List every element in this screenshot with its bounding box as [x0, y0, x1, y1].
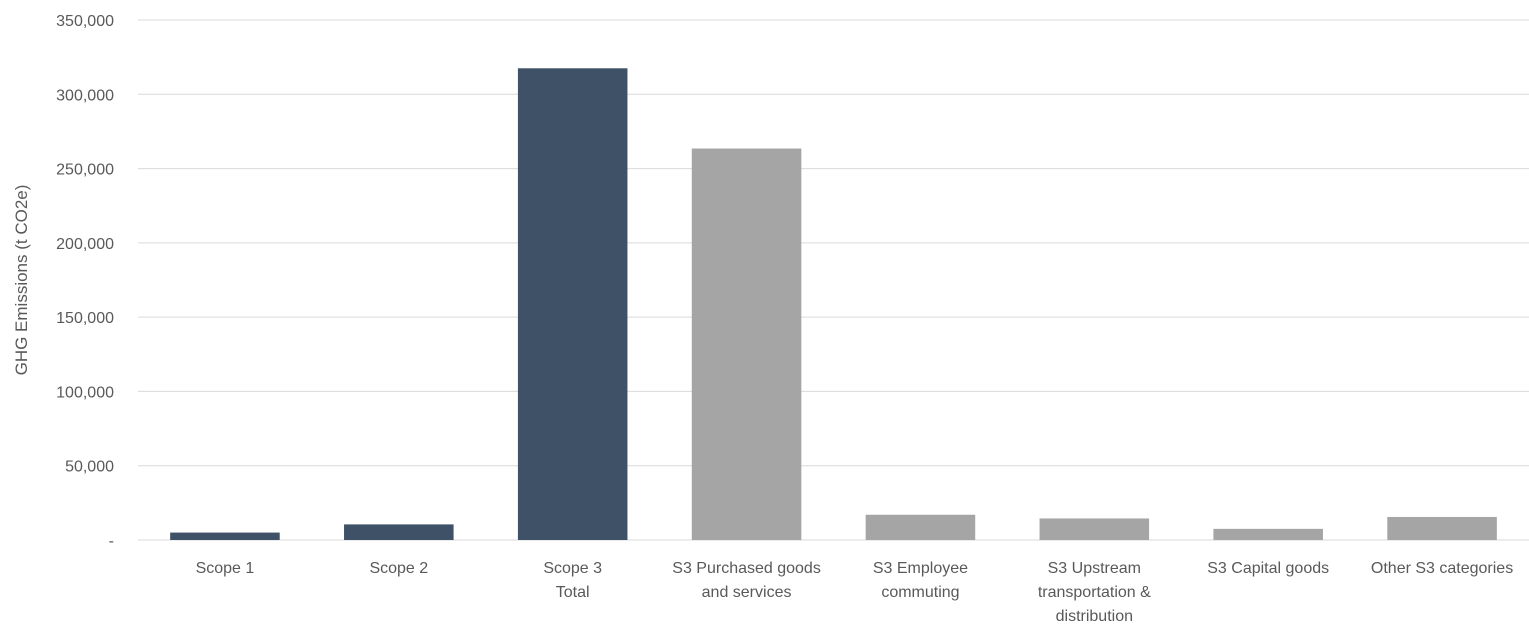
x-tick-label: S3 Purchased goods and services — [672, 560, 821, 601]
x-tick-label-line: S3 Purchased goods — [672, 560, 821, 577]
x-tick-label-line: Scope 2 — [369, 560, 428, 577]
bar — [691, 148, 802, 540]
y-tick-label: 150,000 — [56, 310, 114, 327]
x-tick-label-line: distribution — [1056, 608, 1133, 625]
x-tick-label-line: Scope 3 — [543, 560, 602, 577]
x-tick-label-line: and services — [702, 584, 792, 601]
y-tick-label: - — [109, 533, 114, 550]
y-axis-ticks: - 50,000 100,000 150,000 200,000 250,000 300,0… — [56, 13, 114, 550]
x-tick-label-line: Total — [556, 584, 590, 601]
bar — [1039, 518, 1150, 540]
x-tick-label-line: Other S3 categories — [1371, 560, 1513, 577]
y-tick-label: 50,000 — [65, 459, 114, 476]
y-tick-label: 350,000 — [56, 13, 114, 30]
bar — [865, 514, 976, 540]
x-tick-label-line: S3 Capital goods — [1207, 560, 1329, 577]
x-tick-label-line: transportation & — [1038, 584, 1151, 601]
bar — [344, 524, 454, 540]
x-tick-label-line: commuting — [881, 584, 959, 601]
x-tick-label: S3 Capital goods — [1207, 560, 1329, 577]
bar — [1213, 528, 1323, 540]
x-axis-labels: Scope 1 Scope 2 Scope 3 Total S3 Purchased g… — [196, 560, 1514, 625]
gridlines — [138, 19, 1529, 541]
bars — [170, 68, 1497, 541]
y-tick-label: 200,000 — [56, 236, 114, 253]
y-tick-label: 100,000 — [56, 384, 114, 401]
y-axis-title: GHG Emissions (t CO2e) — [12, 185, 31, 376]
x-tick-label-line: S3 Employee — [873, 560, 968, 577]
x-tick-label: Scope 2 — [369, 560, 428, 577]
x-tick-label: S3 Upstream transportation & distribution — [1038, 560, 1151, 625]
bar — [170, 532, 280, 540]
y-tick-label: 300,000 — [56, 87, 114, 104]
x-tick-label: Scope 1 — [196, 560, 255, 577]
y-tick-label: 250,000 — [56, 162, 114, 179]
x-tick-label-line: S3 Upstream — [1048, 560, 1141, 577]
x-tick-label: Other S3 categories — [1371, 560, 1513, 577]
x-tick-label: S3 Employee commuting — [873, 560, 968, 601]
bar — [517, 68, 628, 541]
x-tick-label-line: Scope 1 — [196, 560, 255, 577]
x-tick-label: Scope 3 Total — [543, 560, 602, 601]
bar — [1387, 516, 1497, 540]
